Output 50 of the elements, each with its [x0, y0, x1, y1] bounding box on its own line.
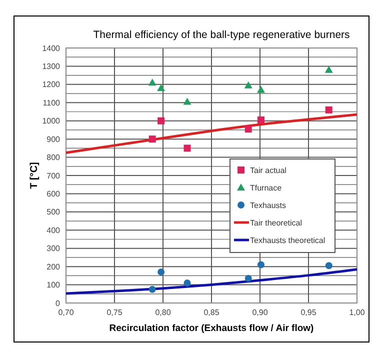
legend-label: Tfurnace	[250, 183, 282, 192]
x-tick-label: 0,95	[300, 308, 317, 317]
x-tick-label: 0,80	[155, 308, 172, 317]
x-tick-label: 0,90	[252, 308, 268, 317]
legend-label: Tair actual	[250, 166, 287, 175]
point	[244, 81, 252, 88]
point	[244, 274, 252, 282]
y-tick-label: 1000	[42, 116, 61, 126]
point	[257, 261, 264, 268]
point	[157, 84, 166, 92]
y-tick-label: 1200	[42, 80, 61, 90]
y-tick-label: 700	[46, 171, 61, 180]
point	[324, 66, 333, 73]
x-tick-label: 1,00	[349, 308, 366, 317]
point	[256, 86, 265, 93]
point	[325, 106, 332, 114]
point	[244, 126, 252, 133]
y-tick-label: 200	[46, 262, 61, 272]
legend-label: Texhausts	[250, 200, 286, 210]
y-tick-label: 1300	[42, 62, 61, 72]
legend-label: Texhausts theoretical	[250, 236, 326, 245]
x-tick-label: 0,85	[204, 308, 220, 317]
point	[148, 286, 156, 293]
point	[184, 279, 191, 286]
y-tick-label: 400	[46, 226, 61, 235]
line-series	[64, 268, 358, 295]
y-tick-label: 600	[46, 190, 61, 199]
x-axis-title: Recirculation factor (Exhausts flow / Air flow)	[109, 323, 314, 334]
y-tick-label: 0	[56, 298, 61, 308]
point	[148, 136, 156, 143]
x-tick-label: 0,75	[106, 308, 123, 317]
point	[148, 78, 156, 86]
point	[158, 117, 165, 124]
point	[184, 144, 191, 152]
x-tick-label: 0,70	[58, 308, 74, 317]
y-tick-label: 1100	[42, 98, 61, 108]
y-tick-label: 300	[46, 244, 61, 254]
y-axis-title: T [°C]	[29, 162, 40, 189]
y-tick-label: 100	[46, 280, 61, 290]
legend-label: Tair theoretical	[250, 218, 302, 228]
y-tick-label: 1400	[42, 44, 61, 53]
line-series	[64, 113, 358, 154]
point	[183, 98, 192, 105]
point	[325, 262, 332, 270]
point	[158, 268, 165, 276]
chart-title: Thermal efficiency of the ball-type regenerative burners	[93, 29, 350, 41]
y-tick-label: 500	[46, 208, 61, 217]
y-tick-label: 800	[46, 153, 61, 162]
y-tick-label: 900	[46, 134, 61, 144]
point	[257, 116, 264, 124]
